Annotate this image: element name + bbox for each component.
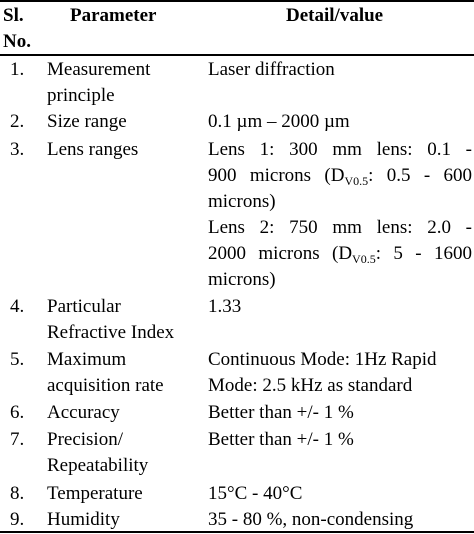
row-3-parameter: Lens ranges [47, 139, 139, 160]
lens-1-line1: Lens 1: 300 mm lens: 0.1 - [208, 139, 472, 160]
header-no: No. [3, 31, 31, 52]
row-7-parameter-line1: Precision/ [47, 429, 123, 450]
lens-1-line2: 900 microns (DV0.5: 0.5 - 600 [208, 163, 472, 189]
row-6-parameter: Accuracy [47, 402, 120, 423]
row-3-number: 3. [10, 139, 25, 160]
row-9-parameter: Humidity [47, 509, 120, 530]
row-1-number: 1. [10, 59, 25, 80]
row-4-number: 4. [10, 296, 25, 317]
row-9-number: 9. [10, 509, 25, 530]
header-sl: Sl. [3, 5, 24, 26]
row-6-detail: Better than +/- 1 % [208, 402, 354, 423]
top-rule [0, 0, 474, 2]
row-5-detail-line2: Mode: 2.5 kHz as standard [208, 375, 413, 396]
row-2-parameter: Size range [47, 111, 127, 132]
bottom-rule [0, 531, 474, 533]
row-8-number: 8. [10, 483, 25, 504]
row-4-detail: 1.33 [208, 296, 242, 317]
row-9-detail: 35 - 80 %, non-condensing [208, 509, 414, 530]
row-8-detail: 15°C - 40°C [208, 483, 303, 504]
header-rule [0, 54, 474, 56]
row-4-parameter-line1: Particular [47, 296, 121, 317]
row-7-parameter-line2: Repeatability [47, 455, 149, 476]
lens-2-subscript: V0.5 [352, 252, 376, 266]
row-7-detail: Better than +/- 1 % [208, 429, 354, 450]
row-7-number: 7. [10, 429, 25, 450]
lens-1-subscript: V0.5 [344, 174, 369, 188]
header-detail: Detail/value [286, 5, 384, 26]
row-2-detail: 0.1 µm – 2000 µm [208, 111, 350, 132]
row-5-parameter-line2: acquisition rate [47, 375, 164, 396]
row-1-parameter-line1: Measurement [47, 59, 151, 80]
lens-2-line1: Lens 2: 750 mm lens: 2.0 - [208, 217, 472, 238]
lens-1-line2-post: : 0.5 - 600 [368, 165, 473, 186]
row-5-parameter-line1: Maximum [47, 349, 127, 370]
row-1-parameter-line2: principle [47, 85, 115, 106]
row-2-number: 2. [10, 111, 25, 132]
row-5-number: 5. [10, 349, 25, 370]
lens-2-line2: 2000 microns (DV0.5: 5 - 1600 [208, 241, 472, 267]
row-6-number: 6. [10, 402, 25, 423]
lens-2-line2-post: : 5 - 1600 [375, 243, 472, 264]
header-parameter: Parameter [70, 5, 157, 26]
lens-2-line2-pre: 2000 microns (D [208, 243, 353, 264]
lens-1-line2-pre: 900 microns (D [208, 165, 345, 186]
row-1-detail: Laser diffraction [208, 59, 335, 80]
lens-1-line3: microns) [208, 191, 276, 212]
row-8-parameter: Temperature [47, 483, 143, 504]
row-4-parameter-line2: Refractive Index [47, 322, 175, 343]
lens-2-line3: microns) [208, 269, 276, 290]
row-5-detail-line1: Continuous Mode: 1Hz Rapid [208, 349, 437, 370]
